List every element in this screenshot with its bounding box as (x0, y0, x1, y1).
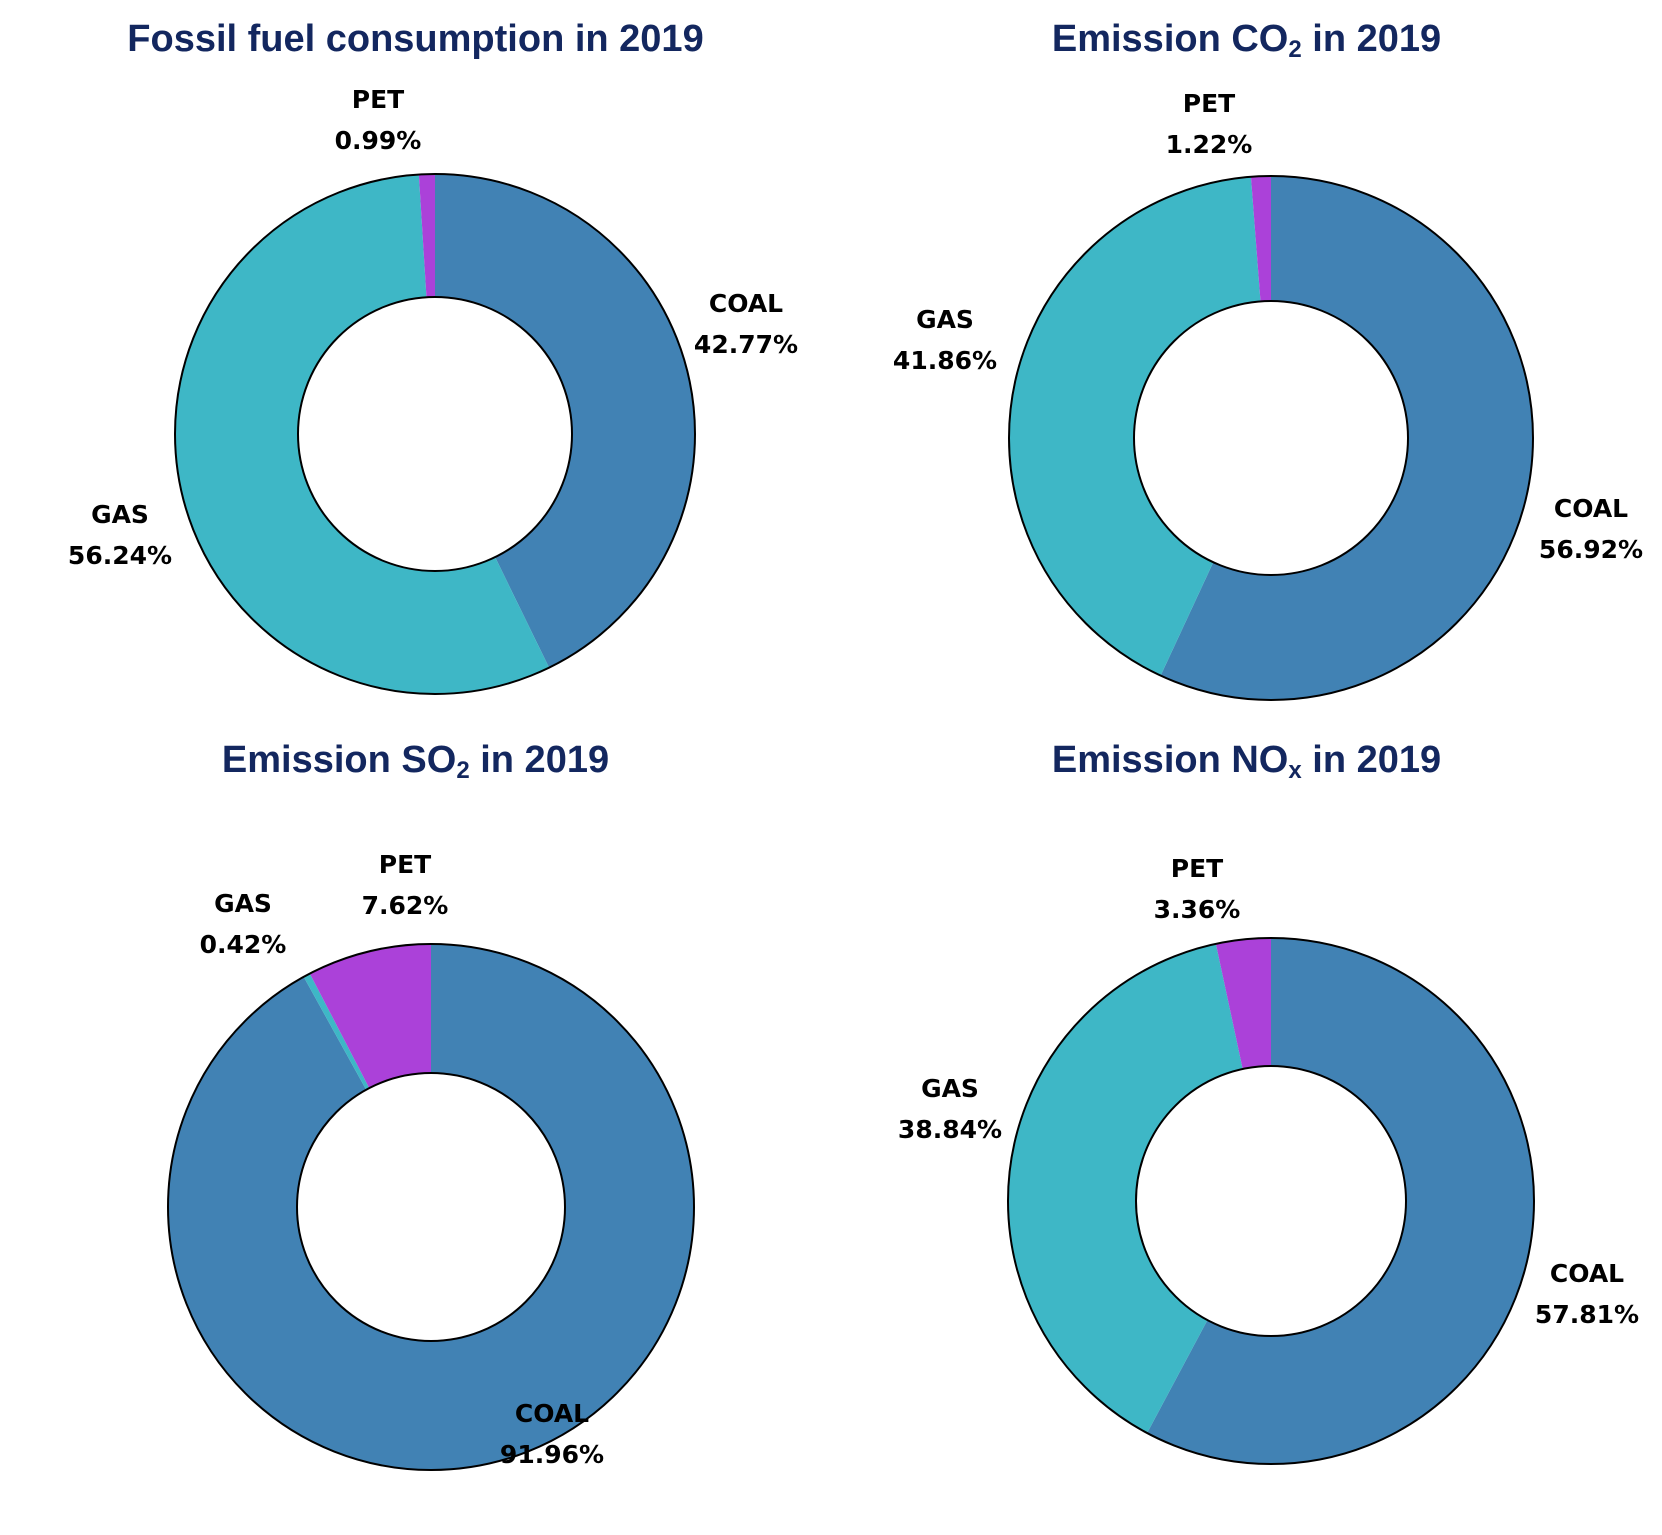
slice-label-pet: PET (1183, 89, 1235, 118)
slice-label-gas: GAS (91, 500, 149, 529)
slice-value-gas: 38.84% (898, 1115, 1002, 1144)
slice-coal (1147, 938, 1534, 1464)
donut-chart-so2: COAL 91.96% GAS 0.42% PET 7.62% (167, 850, 695, 1471)
slice-label-coal: COAL (709, 289, 783, 318)
chart-title: Emission SO2 in 2019 (221, 739, 610, 784)
slice-pet (309, 944, 431, 1089)
donut-chart-co2: COAL 56.92% GAS 41.86% PET 1.22% (893, 89, 1643, 701)
chart-title: Emission NOx in 2019 (1051, 739, 1442, 784)
slice-label-gas: GAS (214, 889, 272, 918)
donut-hole (1135, 1065, 1407, 1337)
donut-hole (296, 1072, 566, 1342)
slice-value-pet: 0.99% (335, 126, 422, 155)
slice-label-pet: PET (1171, 854, 1223, 883)
donut-chart-fuel: COAL 42.77% GAS 56.24% PET 0.99% (68, 85, 798, 695)
slice-label-coal: COAL (1554, 494, 1628, 523)
donut-outer-ring (167, 943, 695, 1471)
slice-value-coal: 57.81% (1535, 1300, 1639, 1329)
slice-label-pet: PET (352, 85, 404, 114)
slice-coal (167, 944, 695, 1470)
donut-outer-ring (1007, 937, 1535, 1465)
chart-title: Emission CO2 in 2019 (1051, 18, 1442, 63)
slice-coal (435, 174, 696, 668)
slice-label-coal: COAL (515, 1399, 589, 1428)
slice-label-gas: GAS (921, 1074, 979, 1103)
slice-value-pet: 7.62% (362, 891, 449, 920)
donut-chart-nox: COAL 57.81% GAS 38.84% PET 3.36% (898, 854, 1639, 1465)
slice-gas (1008, 943, 1243, 1434)
slice-label-gas: GAS (916, 305, 974, 334)
slice-value-pet: 3.36% (1154, 895, 1241, 924)
slice-value-coal: 42.77% (694, 330, 798, 359)
chart-panel-so2: Emission SO2 in 2019 COAL 91.96% GAS 0.42% P… (0, 739, 831, 1534)
donut-outer-ring (1008, 175, 1534, 701)
slice-value-gas: 41.86% (893, 346, 997, 375)
slice-gas (175, 174, 550, 695)
slice-value-coal: 56.92% (1539, 535, 1643, 564)
slice-label-pet: PET (379, 850, 431, 879)
slice-value-pet: 1.22% (1166, 130, 1253, 159)
slice-coal (1160, 176, 1533, 701)
slice-value-gas: 0.42% (200, 930, 287, 959)
chart-panel-co2: Emission CO2 in 2019 COAL 56.92% GAS 41.86%… (831, 0, 1662, 767)
slice-value-gas: 56.24% (68, 541, 172, 570)
chart-panel-fuel: Fossil fuel consumption in 2019 COAL 42.7… (0, 0, 831, 767)
donut-hole (297, 296, 573, 572)
chart-panel-nox: Emission NOx in 2019 COAL 57.81% GAS 38.84%… (831, 739, 1662, 1534)
slice-pet (418, 174, 435, 298)
donut-hole (1133, 300, 1409, 576)
slice-gas (303, 973, 370, 1090)
slice-pet (1250, 176, 1271, 302)
donut-outer-ring (174, 173, 696, 695)
chart-title: Fossil fuel consumption in 2019 (127, 18, 704, 60)
slice-value-coal: 91.96% (500, 1440, 604, 1469)
slice-label-coal: COAL (1550, 1259, 1624, 1288)
slice-pet (1215, 938, 1271, 1069)
slice-gas (1009, 176, 1261, 676)
